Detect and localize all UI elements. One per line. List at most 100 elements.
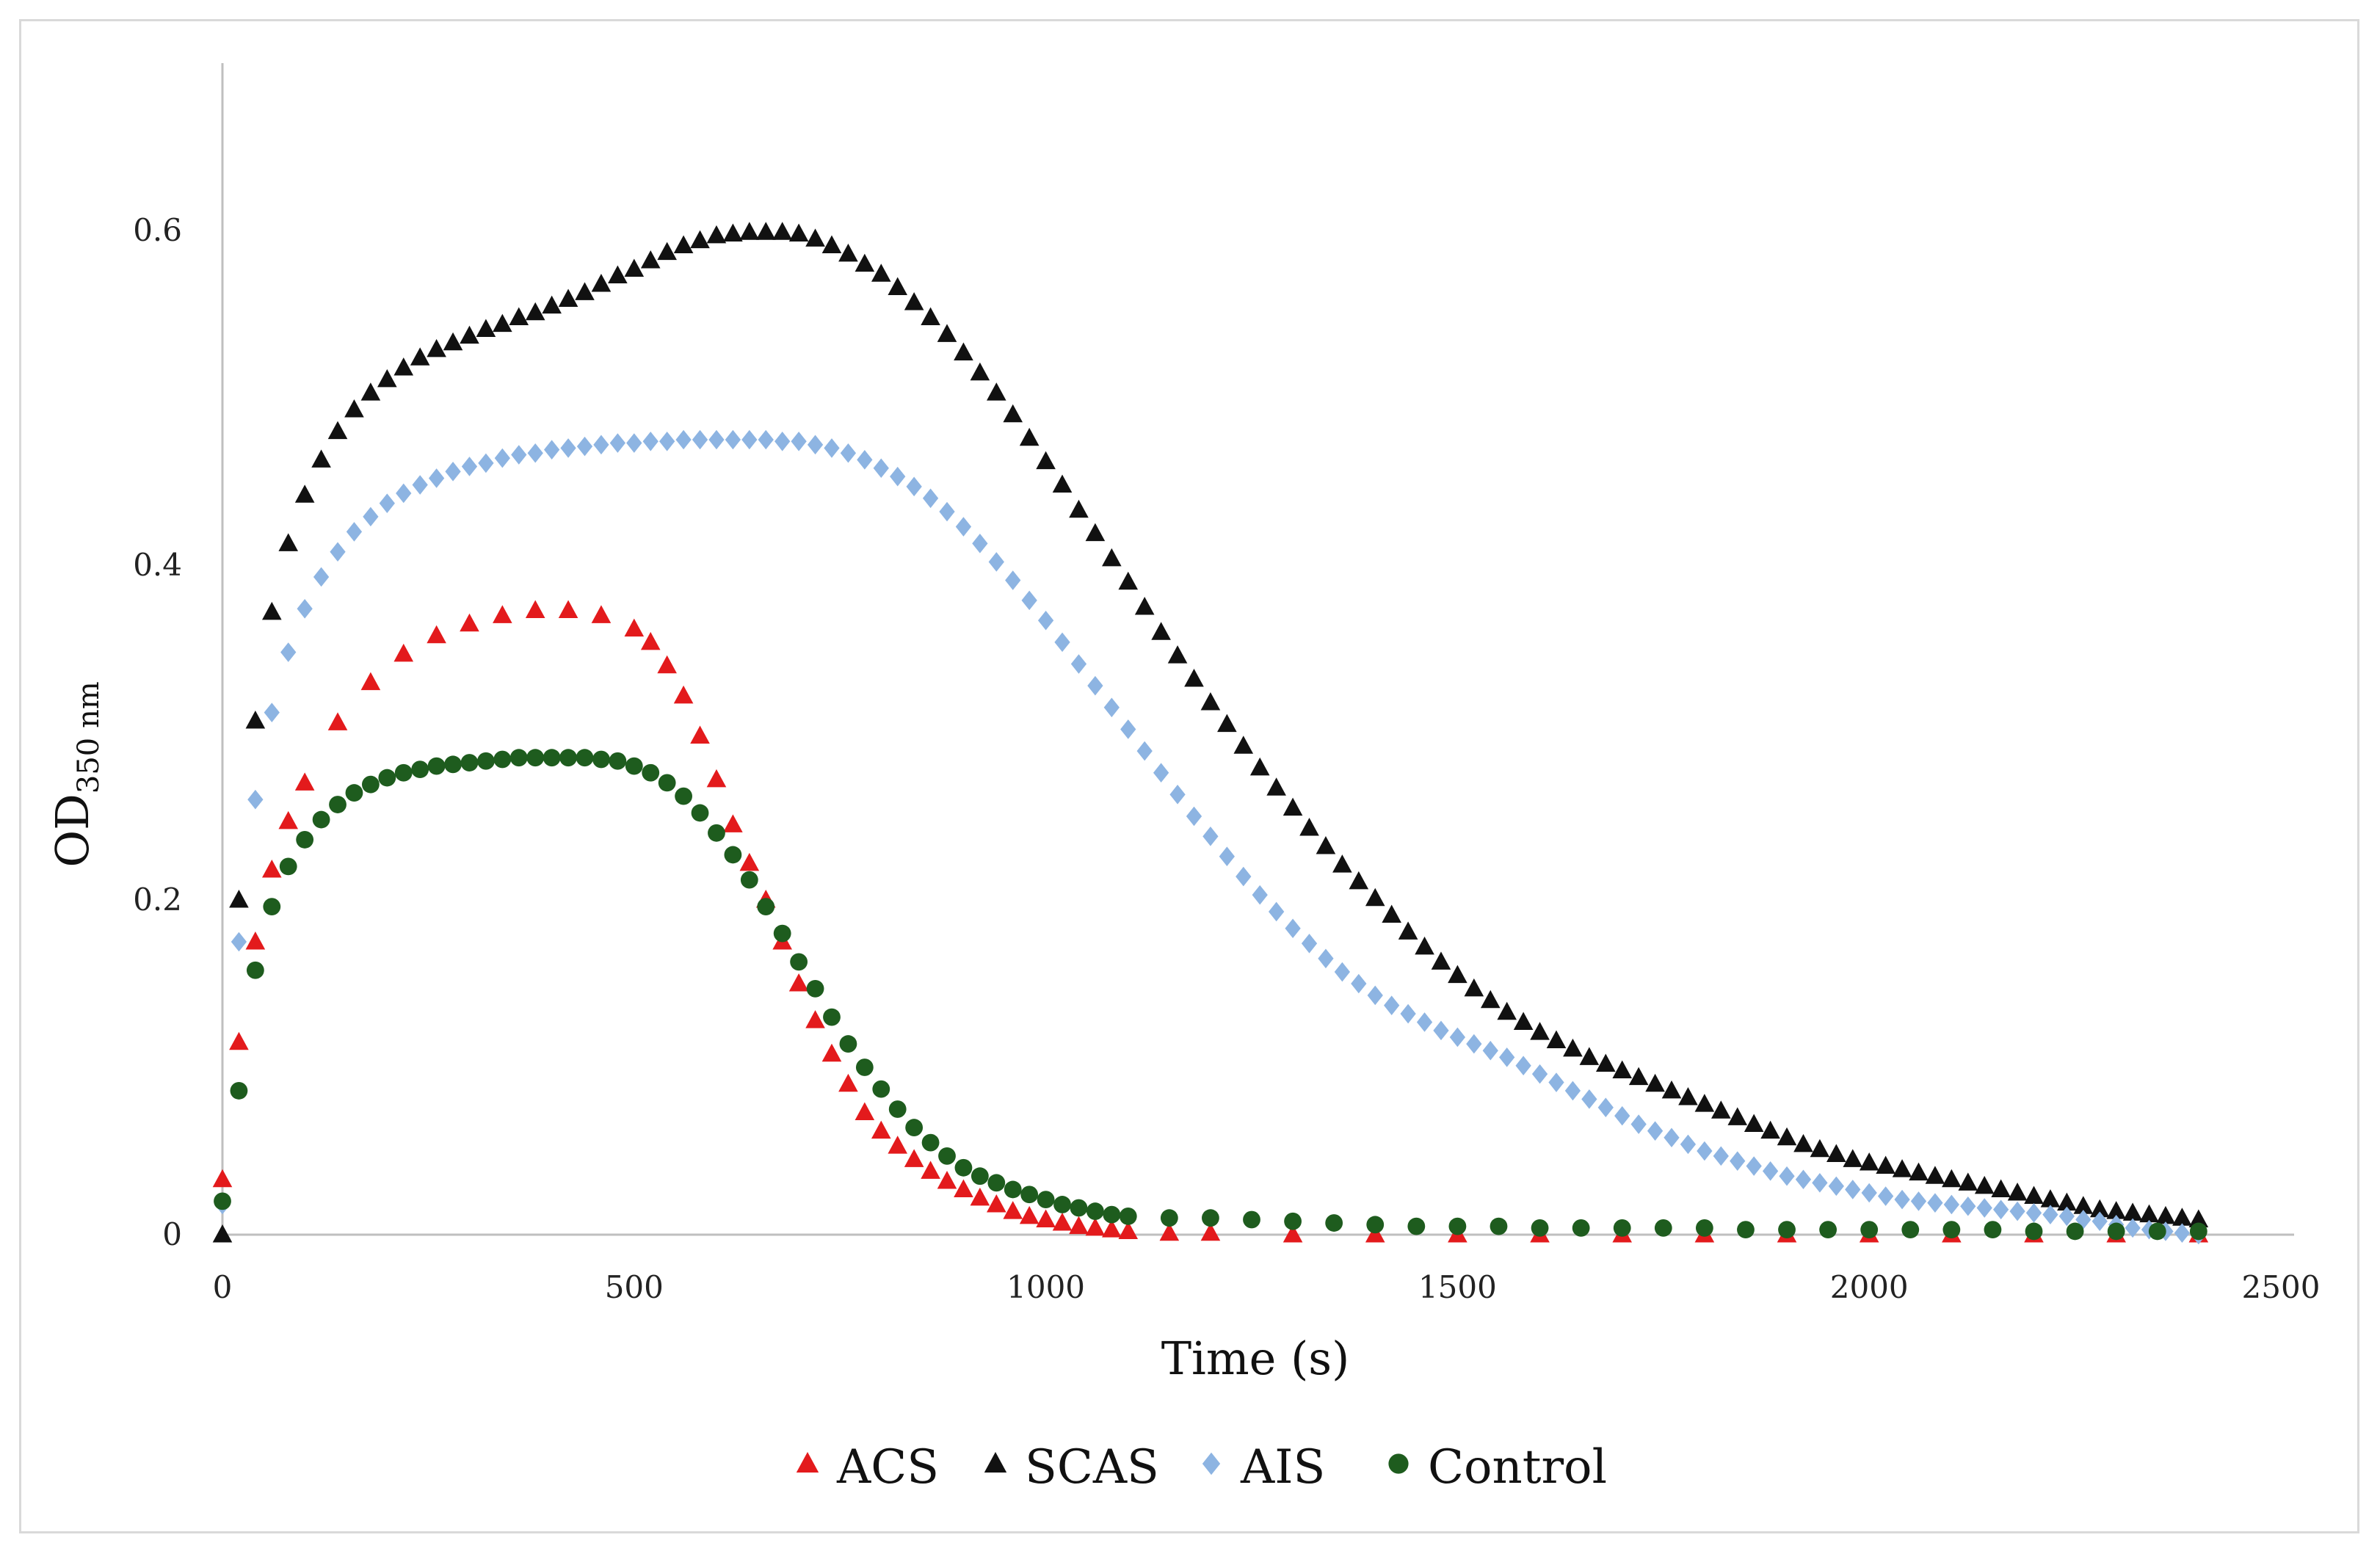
data-point-ais bbox=[247, 789, 264, 810]
data-point-scas bbox=[788, 223, 809, 242]
data-point-ais bbox=[1515, 1056, 1531, 1076]
data-point-scas bbox=[1727, 1107, 1748, 1125]
data-point-ais bbox=[1136, 741, 1153, 761]
data-point-scas bbox=[1184, 669, 1204, 687]
data-point-scas bbox=[2106, 1201, 2126, 1219]
data-point-ais bbox=[1103, 697, 1120, 718]
data-point-ais bbox=[824, 438, 840, 458]
data-point-scas bbox=[1876, 1155, 1895, 1174]
data-point-control bbox=[444, 755, 462, 774]
x-tick-label: 2000 bbox=[1830, 1269, 1909, 1305]
data-point-ais bbox=[1037, 610, 1054, 631]
data-point-control bbox=[609, 752, 627, 770]
legend-label: Control bbox=[1428, 1440, 1607, 1495]
data-point-scas bbox=[805, 228, 825, 247]
data-point-scas bbox=[1085, 523, 1106, 542]
data-point-acs bbox=[591, 605, 612, 623]
data-point-scas bbox=[1233, 736, 1254, 754]
data-point-ais bbox=[642, 431, 659, 451]
data-point-scas bbox=[558, 288, 578, 307]
legend-marker-scas bbox=[984, 1452, 1007, 1473]
data-point-ais bbox=[1531, 1064, 1548, 1084]
data-point-control bbox=[246, 961, 264, 979]
data-point-ais bbox=[313, 567, 330, 587]
data-point-scas bbox=[657, 242, 677, 261]
data-point-scas bbox=[1349, 871, 1369, 890]
data-point-acs bbox=[805, 1010, 825, 1028]
data-point-ais bbox=[560, 438, 576, 458]
data-point-control bbox=[1160, 1209, 1178, 1227]
data-point-scas bbox=[1151, 622, 1171, 640]
data-point-ais bbox=[1828, 1176, 1844, 1197]
data-point-scas bbox=[261, 601, 282, 620]
data-point-control bbox=[987, 1174, 1006, 1192]
data-point-control bbox=[1243, 1210, 1260, 1229]
data-point-scas bbox=[1530, 1022, 1550, 1040]
data-point-control bbox=[509, 749, 528, 767]
data-point-control bbox=[658, 774, 676, 792]
data-point-scas bbox=[2007, 1183, 2028, 1201]
data-point-ais bbox=[1400, 1003, 1416, 1024]
data-point-acs bbox=[558, 600, 578, 619]
data-point-control bbox=[954, 1158, 973, 1177]
data-point-control bbox=[329, 796, 347, 813]
data-point-scas bbox=[1448, 965, 1467, 984]
data-point-ais bbox=[1647, 1121, 1664, 1141]
legend-label: SCAS bbox=[1025, 1440, 1159, 1495]
legend-label: AIS bbox=[1240, 1440, 1325, 1495]
data-point-control bbox=[1942, 1221, 1961, 1239]
data-point-ais bbox=[511, 445, 527, 465]
data-point-ais bbox=[1482, 1040, 1498, 1061]
data-point-scas bbox=[212, 1224, 233, 1243]
data-point-acs bbox=[327, 712, 348, 730]
data-point-control bbox=[642, 763, 660, 782]
data-point-ais bbox=[758, 429, 774, 450]
x-tick-labels: 0 500 1000 1500 2000 2500 bbox=[213, 1269, 2321, 1305]
data-point-scas bbox=[1958, 1172, 1978, 1191]
data-point-ais bbox=[576, 436, 593, 457]
data-point-ais bbox=[2025, 1203, 2042, 1223]
data-point-control bbox=[493, 750, 512, 769]
data-point-scas bbox=[525, 302, 545, 321]
data-point-scas bbox=[921, 307, 940, 326]
data-point-ais bbox=[1499, 1048, 1515, 1067]
data-point-ais bbox=[1976, 1198, 1992, 1218]
data-point-control bbox=[625, 757, 643, 775]
data-point-ais bbox=[1730, 1151, 1746, 1171]
data-point-scas bbox=[1628, 1067, 1649, 1086]
x-tick-label: 1500 bbox=[1418, 1269, 1497, 1305]
data-point-control bbox=[1531, 1219, 1549, 1237]
data-point-ais bbox=[280, 642, 297, 662]
data-point-scas bbox=[1595, 1053, 1616, 1072]
data-point-scas bbox=[2024, 1186, 2044, 1205]
data-point-control bbox=[905, 1119, 924, 1136]
data-point-control bbox=[1613, 1219, 1631, 1237]
data-point-ais bbox=[2091, 1211, 2108, 1232]
data-point-scas bbox=[344, 399, 364, 418]
data-point-control bbox=[708, 824, 725, 842]
data-point-control bbox=[2148, 1222, 2166, 1241]
data-point-ais bbox=[807, 435, 824, 455]
data-point-scas bbox=[1316, 836, 1336, 854]
data-point-scas bbox=[1036, 451, 1056, 470]
data-point-ais bbox=[264, 702, 280, 722]
data-point-scas bbox=[1102, 548, 1122, 567]
data-point-scas bbox=[1859, 1152, 1879, 1171]
data-point-acs bbox=[921, 1161, 940, 1179]
data-point-scas bbox=[970, 362, 990, 381]
data-point-acs bbox=[1102, 1219, 1122, 1238]
data-point-ais bbox=[857, 450, 873, 470]
data-point-control bbox=[1490, 1217, 1508, 1235]
data-point-ais bbox=[2174, 1223, 2191, 1243]
data-point-control bbox=[888, 1100, 907, 1118]
data-point-ais bbox=[1433, 1020, 1449, 1041]
data-point-scas bbox=[1365, 887, 1385, 907]
data-point-control bbox=[1778, 1221, 1796, 1239]
data-point-control bbox=[460, 754, 479, 771]
data-point-ais bbox=[873, 458, 889, 479]
data-point-ais bbox=[1680, 1134, 1697, 1155]
data-point-scas bbox=[1003, 404, 1023, 423]
data-point-control bbox=[576, 749, 594, 767]
x-tick-label: 1000 bbox=[1006, 1269, 1085, 1305]
